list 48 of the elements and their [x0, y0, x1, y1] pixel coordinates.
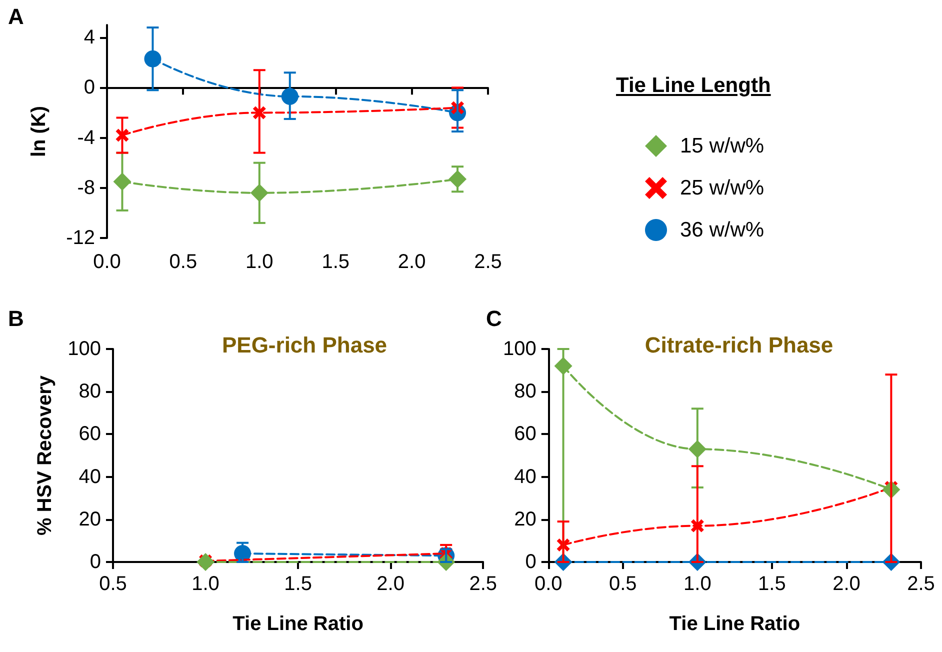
x-tick-label: 2.5	[474, 251, 502, 273]
legend-label: 25 w/w%	[680, 176, 764, 200]
y-tick-label: 20	[78, 508, 101, 530]
y-tick-label: 60	[514, 423, 536, 446]
y-axis-title: ln (K)	[28, 106, 50, 158]
y-tick-label: 40	[514, 466, 536, 488]
x-tick-label: 2.0	[832, 573, 860, 595]
x-tick-label: 2.5	[907, 573, 935, 595]
x-axis-title: Tie Line Ratio	[232, 613, 364, 635]
x-tick-label: 0.0	[534, 573, 562, 595]
text: B	[8, 306, 24, 332]
x-tick-label: 1.5	[758, 573, 786, 595]
text: A	[8, 4, 24, 30]
y-tick-label: 40	[78, 466, 101, 488]
y-tick-label: 4	[84, 26, 95, 49]
y-tick-label: 0	[84, 76, 95, 99]
x-tick-label: 0.0	[93, 251, 121, 273]
y-tick-label: 0	[525, 551, 536, 573]
x-tick-label: 1.0	[192, 573, 220, 595]
x-tick-label: 0.5	[169, 251, 198, 273]
y-axis-title: % HSV Recovery	[34, 374, 56, 536]
y-tick-label: 20	[514, 508, 536, 530]
y-tick-label: -4	[77, 126, 95, 149]
text: C	[486, 306, 502, 332]
x-tick-label: 1.5	[322, 251, 350, 273]
chart-title: PEG-rich Phase	[222, 332, 388, 358]
y-tick-label: 60	[78, 423, 101, 446]
legend-label: 36 w/w%	[680, 218, 764, 242]
x-tick-label: 1.5	[284, 573, 312, 595]
x-tick-label: 0.5	[99, 573, 127, 595]
x-tick-label: 2.0	[398, 251, 426, 273]
legend-title: Tie Line Length	[616, 74, 771, 98]
y-tick-label: -8	[77, 176, 95, 199]
y-tick-label: 0	[90, 551, 101, 573]
x-tick-label: 1.0	[684, 573, 712, 595]
y-tick-label: 80	[514, 380, 536, 403]
x-tick-label: 2.5	[469, 573, 498, 595]
y-tick-label: 100	[68, 338, 101, 360]
point	[196, 553, 215, 571]
chart-title: Citrate-rich Phase	[644, 332, 834, 358]
y-tick-label: 80	[78, 380, 101, 403]
y-tick-label: -12	[66, 227, 95, 249]
x-tick-label: 0.5	[608, 573, 637, 595]
x-axis-title: Tie Line Ratio	[669, 613, 800, 635]
x-tick-label: 1.0	[245, 251, 274, 273]
legend-label: 15 w/w%	[680, 134, 764, 158]
y-tick-label: 100	[502, 338, 536, 360]
x-tick-label: 2.0	[376, 573, 404, 595]
